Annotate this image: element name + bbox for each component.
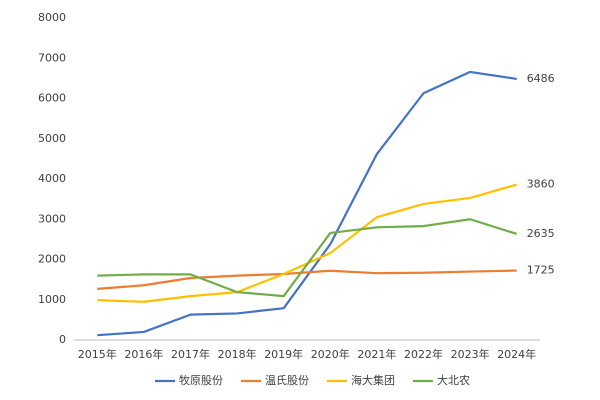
- series-line: [97, 70, 517, 337]
- data-label: 1725: [527, 264, 555, 277]
- data-label: 2635: [527, 227, 555, 240]
- legend-label: 牧原股份: [179, 373, 223, 387]
- y-tick-label: 2000: [38, 253, 66, 266]
- x-tick-label: 2018年: [218, 347, 257, 361]
- x-tick-label: 2022年: [404, 347, 443, 361]
- legend-label: 温氏股份: [265, 374, 309, 387]
- y-tick-label: 4000: [38, 172, 66, 185]
- x-tick-label: 2015年: [78, 347, 117, 361]
- x-tick-label: 2016年: [124, 347, 163, 361]
- x-tick-label: 2021年: [357, 347, 396, 361]
- y-tick-label: 7000: [38, 51, 66, 64]
- data-label: 3860: [527, 178, 555, 191]
- legend-label: 大北农: [437, 373, 470, 387]
- y-tick-label: 8000: [38, 11, 66, 24]
- x-tick-label: 2017年: [171, 347, 210, 361]
- y-tick-label: 3000: [38, 212, 66, 225]
- legend-label: 海大集团: [351, 373, 395, 387]
- series-line: [97, 183, 518, 303]
- data-label: 6486: [527, 72, 555, 85]
- y-tick-label: 0: [59, 333, 66, 346]
- series-line: [97, 218, 518, 298]
- x-tick-label: 2023年: [451, 347, 490, 361]
- y-tick-label: 5000: [38, 132, 66, 145]
- series-line: [97, 269, 517, 290]
- x-tick-label: 2019年: [264, 347, 303, 361]
- x-tick-label: 2024年: [497, 347, 536, 361]
- y-tick-label: 6000: [38, 92, 66, 105]
- x-tick-label: 2020年: [311, 347, 350, 361]
- y-tick-label: 1000: [38, 293, 66, 306]
